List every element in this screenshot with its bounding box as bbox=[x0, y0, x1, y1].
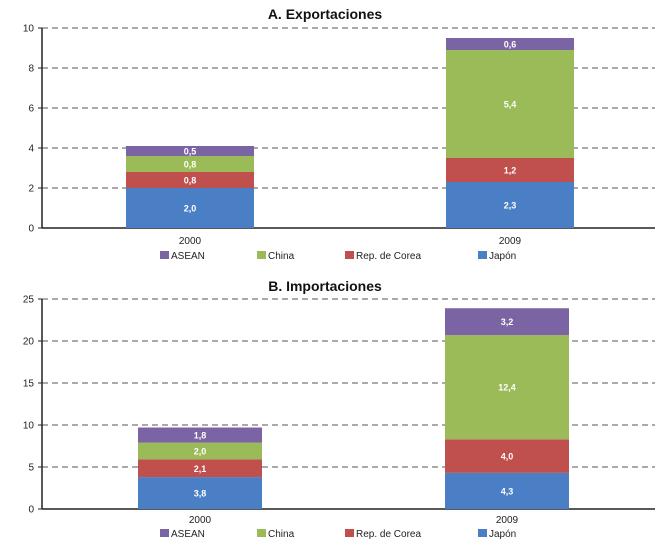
x-tick-label: 2009 bbox=[499, 236, 522, 247]
y-tick-label: 25 bbox=[23, 295, 35, 306]
y-tick-label: 0 bbox=[28, 224, 34, 235]
data-label: 0,8 bbox=[184, 160, 197, 170]
bar-segment bbox=[126, 172, 254, 188]
bar-segment bbox=[126, 188, 254, 228]
data-label: 0,8 bbox=[184, 176, 197, 186]
legend-swatch bbox=[478, 251, 487, 259]
legend: ASEAN China Rep. de Corea Japón bbox=[160, 251, 516, 262]
bar-segment bbox=[446, 38, 574, 50]
data-label: 4,0 bbox=[501, 452, 514, 462]
legend-swatch bbox=[257, 529, 266, 537]
bar-segment bbox=[138, 477, 262, 509]
y-tick-label: 0 bbox=[28, 505, 34, 516]
y-tick-label: 4 bbox=[28, 144, 34, 155]
data-label: 12,4 bbox=[498, 383, 516, 393]
bar-segment bbox=[138, 459, 262, 478]
legend-label: ASEAN bbox=[171, 251, 205, 262]
bar-segment bbox=[445, 335, 569, 440]
y-tick-label: 5 bbox=[28, 463, 34, 474]
legend-label: Japón bbox=[489, 251, 516, 262]
legend-swatch bbox=[345, 251, 354, 259]
chart-panel-0: A. Exportaciones 0 2 4 6 8 10 2,0 0,8 0,8 0,5 2000 2… bbox=[23, 6, 655, 262]
legend-swatch bbox=[345, 529, 354, 537]
y-tick-label: 8 bbox=[28, 64, 34, 75]
data-label: 0,5 bbox=[184, 147, 197, 157]
bar-segment bbox=[446, 182, 574, 228]
bar-segment bbox=[138, 442, 262, 460]
chart-panel-1: B. Importaciones 0 5 10 15 20 25 3,8 2,1 2,0 1,8 20… bbox=[23, 278, 655, 540]
x-tick-label: 2000 bbox=[189, 515, 212, 526]
y-tick-label: 10 bbox=[23, 24, 35, 35]
data-label: 3,2 bbox=[501, 317, 514, 327]
bar-segment bbox=[445, 472, 569, 509]
chart-title: B. Importaciones bbox=[268, 278, 382, 294]
legend-swatch bbox=[160, 529, 169, 537]
bar-segment bbox=[446, 50, 574, 158]
legend-label: Rep. de Corea bbox=[356, 529, 421, 540]
y-tick-label: 15 bbox=[23, 379, 35, 390]
x-tick-label: 2000 bbox=[179, 236, 202, 247]
bar-segment bbox=[126, 156, 254, 172]
bar-segment bbox=[138, 427, 262, 443]
y-tick-label: 2 bbox=[28, 184, 34, 195]
bar-segment bbox=[445, 308, 569, 336]
data-label: 4,3 bbox=[501, 486, 514, 496]
data-label: 5,4 bbox=[504, 100, 517, 110]
data-label: 1,2 bbox=[504, 166, 517, 176]
chart-title: A. Exportaciones bbox=[268, 6, 383, 22]
bar-segment bbox=[446, 158, 574, 182]
data-label: 2,0 bbox=[184, 204, 197, 214]
legend-label: ASEAN bbox=[171, 529, 205, 540]
x-tick-label: 2009 bbox=[496, 515, 519, 526]
data-label: 0,6 bbox=[504, 40, 517, 50]
legend-label: Rep. de Corea bbox=[356, 251, 421, 262]
bar-segment bbox=[445, 439, 569, 473]
y-tick-label: 10 bbox=[23, 421, 35, 432]
data-label: 1,8 bbox=[194, 431, 207, 441]
y-tick-label: 20 bbox=[23, 337, 35, 348]
legend-label: Japón bbox=[489, 529, 516, 540]
legend-swatch bbox=[160, 251, 169, 259]
legend-swatch bbox=[257, 251, 266, 259]
data-label: 2,0 bbox=[194, 447, 207, 457]
legend-label: China bbox=[268, 251, 295, 262]
legend: ASEAN China Rep. de Corea Japón bbox=[160, 529, 516, 540]
legend-label: China bbox=[268, 529, 295, 540]
y-tick-label: 6 bbox=[28, 104, 34, 115]
data-label: 3,8 bbox=[194, 489, 207, 499]
data-label: 2,3 bbox=[504, 201, 517, 211]
bar-segment bbox=[126, 146, 254, 156]
data-label: 2,1 bbox=[194, 464, 207, 474]
legend-swatch bbox=[478, 529, 487, 537]
